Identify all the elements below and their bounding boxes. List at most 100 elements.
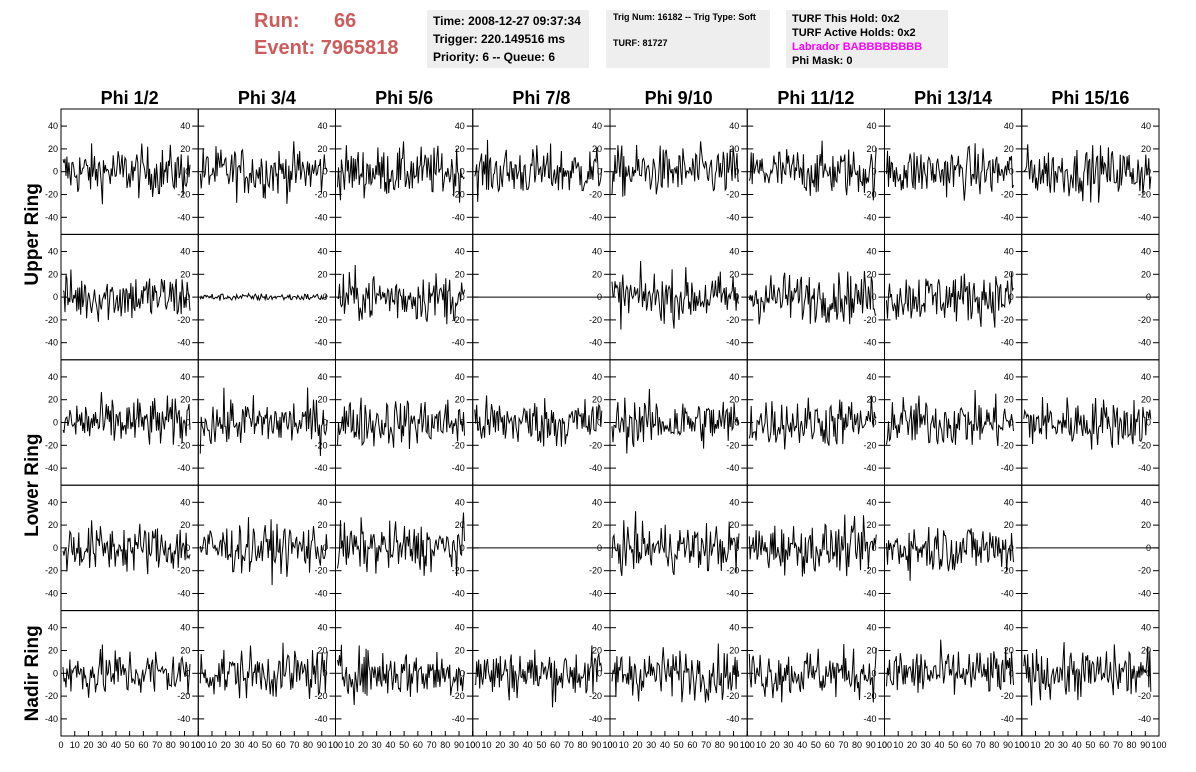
column-header: Phi 5/6 [375, 88, 433, 108]
waveform-trace [62, 520, 191, 575]
y-tick-label: 20 [729, 144, 739, 154]
y-tick-label: 20 [729, 520, 739, 530]
y-tick-label: 40 [317, 497, 327, 507]
y-tick-label: 0 [185, 543, 190, 553]
y-tick-label: -40 [314, 714, 327, 724]
y-tick-label: -20 [726, 440, 739, 450]
y-tick-label: 40 [1004, 247, 1014, 257]
ring-label: Upper Ring [22, 183, 43, 285]
x-tick-label: 40 [523, 740, 533, 750]
x-tick-label: 50 [948, 740, 958, 750]
y-tick-label: 20 [592, 269, 602, 279]
y-tick-label: 0 [322, 167, 327, 177]
x-tick-label: 90 [591, 740, 601, 750]
x-tick-label: 10 [893, 740, 903, 750]
waveform-trace [611, 141, 740, 197]
trigger-info-box: Trig Num: 16182 -- Trig Type: Soft TURF:… [606, 10, 770, 68]
y-tick-label: 40 [592, 623, 602, 633]
y-tick-label: 40 [1004, 121, 1014, 131]
y-tick-label: 20 [455, 646, 465, 656]
x-tick-label: 10 [1030, 740, 1040, 750]
y-tick-label: 40 [48, 497, 58, 507]
y-tick-label: -40 [863, 338, 876, 348]
y-tick-label: 20 [592, 646, 602, 656]
x-tick-label: 50 [262, 740, 272, 750]
y-tick-label: 40 [455, 247, 465, 257]
y-tick-label: 40 [1004, 497, 1014, 507]
y-tick-label: -20 [589, 440, 602, 450]
y-tick-label: 0 [322, 292, 327, 302]
x-tick-label: 100 [740, 740, 755, 750]
y-tick-label: 0 [322, 418, 327, 428]
x-tick-label: 10 [344, 740, 354, 750]
y-tick-label: 40 [180, 247, 190, 257]
x-tick-label: 40 [248, 740, 258, 750]
x-tick-label: 50 [1085, 740, 1095, 750]
y-tick-label: -20 [589, 691, 602, 701]
x-tick-label: 20 [358, 740, 368, 750]
y-tick-label: 0 [53, 668, 58, 678]
x-tick-label: 30 [509, 740, 519, 750]
y-tick-label: 20 [592, 395, 602, 405]
waveform-trace [199, 517, 328, 586]
y-tick-label: -40 [314, 589, 327, 599]
y-tick-label: 20 [866, 144, 876, 154]
x-tick-label: 100 [1014, 740, 1029, 750]
y-tick-label: -20 [177, 566, 190, 576]
y-tick-label: -40 [863, 212, 876, 222]
x-tick-label: 20 [495, 740, 505, 750]
waveform-trace [337, 264, 465, 325]
y-tick-label: 0 [460, 668, 465, 678]
y-tick-label: -40 [863, 589, 876, 599]
waveform-trace [199, 141, 328, 204]
y-tick-label: 40 [729, 497, 739, 507]
y-tick-label: 0 [460, 292, 465, 302]
y-tick-label: 20 [48, 144, 58, 154]
x-tick-label: 30 [783, 740, 793, 750]
y-tick-label: 20 [866, 646, 876, 656]
y-tick-label: 40 [180, 121, 190, 131]
waveform-trace [748, 514, 877, 577]
y-tick-label: 20 [317, 144, 327, 154]
y-tick-label: -20 [45, 190, 58, 200]
y-tick-label: -20 [1001, 190, 1014, 200]
turf-text: TURF: 81727 [613, 38, 668, 48]
trig-num-text: Trig Num: 16182 -- Trig Type: Soft [613, 12, 756, 22]
x-tick-label: 20 [770, 740, 780, 750]
labrador-text: Labrador BABBBBBBBB [792, 41, 923, 53]
y-tick-label: -20 [314, 190, 327, 200]
y-tick-label: 40 [1004, 372, 1014, 382]
x-tick-label: 90 [729, 740, 739, 750]
x-tick-label: 30 [921, 740, 931, 750]
waveform-trace [199, 292, 328, 302]
y-tick-label: -20 [452, 566, 465, 576]
y-tick-label: 0 [185, 418, 190, 428]
x-tick-label: 70 [152, 740, 162, 750]
x-tick-label: 50 [536, 740, 546, 750]
y-tick-label: -40 [863, 463, 876, 473]
y-tick-label: 40 [1141, 623, 1151, 633]
y-tick-label: 40 [729, 372, 739, 382]
y-tick-label: 20 [317, 269, 327, 279]
x-tick-label: 80 [852, 740, 862, 750]
waveform-trace [886, 143, 1014, 201]
waveform-trace [474, 395, 603, 447]
waveform-trace [62, 269, 191, 322]
y-tick-label: 40 [1141, 247, 1151, 257]
y-tick-label: -40 [726, 589, 739, 599]
y-tick-label: -40 [45, 714, 58, 724]
y-tick-label: -20 [863, 691, 876, 701]
waveform-trace [1023, 642, 1152, 706]
turf-active-text: TURF Active Holds: 0x2 [792, 27, 916, 39]
x-tick-label: 40 [1072, 740, 1082, 750]
y-tick-label: 20 [180, 395, 190, 405]
y-tick-label: -20 [589, 315, 602, 325]
y-tick-label: 40 [866, 497, 876, 507]
y-tick-label: 20 [1141, 269, 1151, 279]
x-tick-label: 30 [372, 740, 382, 750]
y-tick-label: 40 [180, 497, 190, 507]
event-value: 7965818 [320, 37, 399, 59]
x-tick-label: 100 [328, 740, 343, 750]
waveform-trace [337, 512, 465, 577]
event-label: Event: [254, 37, 316, 59]
